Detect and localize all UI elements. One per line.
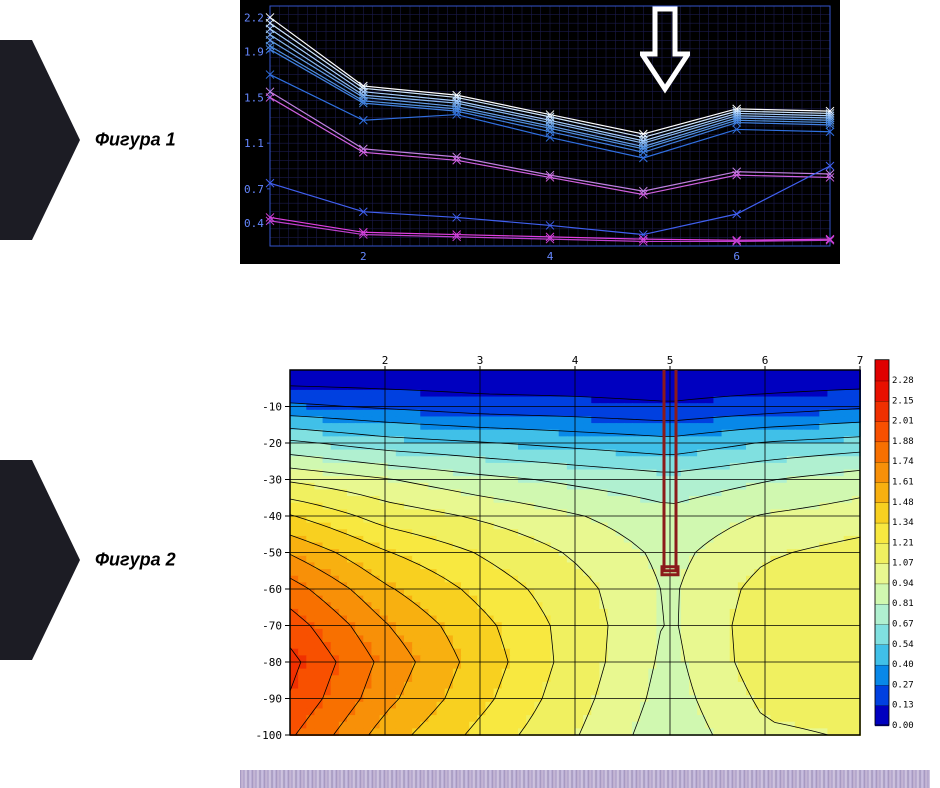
svg-text:2: 2 <box>382 354 389 367</box>
svg-text:1.34: 1.34 <box>892 518 914 528</box>
svg-text:2.2: 2.2 <box>244 11 264 24</box>
svg-text:1.21: 1.21 <box>892 538 914 548</box>
svg-text:0.67: 0.67 <box>892 620 914 630</box>
svg-text:1.48: 1.48 <box>892 498 914 508</box>
svg-text:-60: -60 <box>262 583 282 596</box>
svg-text:1.88: 1.88 <box>892 437 914 447</box>
svg-text:2.28: 2.28 <box>892 376 914 386</box>
svg-text:0.94: 0.94 <box>892 579 914 589</box>
svg-text:-70: -70 <box>262 620 282 633</box>
svg-text:1.74: 1.74 <box>892 457 914 467</box>
noise-strip <box>240 770 930 788</box>
hex-shape <box>0 460 80 660</box>
svg-text:0.13: 0.13 <box>892 701 914 711</box>
fig1-label-block: Фигура 1 <box>0 40 225 240</box>
svg-text:0.4: 0.4 <box>244 217 264 230</box>
svg-text:6: 6 <box>762 354 769 367</box>
svg-text:4: 4 <box>572 354 579 367</box>
svg-text:7: 7 <box>857 354 864 367</box>
svg-text:-50: -50 <box>262 547 282 560</box>
svg-text:-80: -80 <box>262 656 282 669</box>
svg-text:-100: -100 <box>256 729 283 742</box>
svg-text:1.1: 1.1 <box>244 137 264 150</box>
svg-text:3: 3 <box>477 354 484 367</box>
svg-text:-30: -30 <box>262 474 282 487</box>
fig2-label-block: Фигура 2 <box>0 460 225 660</box>
svg-text:1.07: 1.07 <box>892 559 914 569</box>
svg-text:0.81: 0.81 <box>892 599 914 609</box>
svg-text:0.40: 0.40 <box>892 660 914 670</box>
svg-text:1.61: 1.61 <box>892 477 914 487</box>
fig1-label: Фигура 1 <box>95 130 176 151</box>
svg-text:-10: -10 <box>262 401 282 414</box>
fig1-line-chart: 2 4 6 0.4 0.7 1.1 1.5 1.9 2.2 <box>240 0 840 264</box>
svg-text:0.7: 0.7 <box>244 183 264 196</box>
svg-text:1.9: 1.9 <box>244 46 264 59</box>
svg-text:4: 4 <box>547 250 554 263</box>
svg-text:-40: -40 <box>262 510 282 523</box>
svg-text:-20: -20 <box>262 437 282 450</box>
svg-text:2: 2 <box>360 250 367 263</box>
svg-text:6: 6 <box>733 250 740 263</box>
svg-text:0.00: 0.00 <box>892 721 914 731</box>
svg-text:1.5: 1.5 <box>244 91 264 104</box>
fig2-contour-chart: 2 3 4 5 6 7 -10 -20 -30 -40 -50 -60 -70 -80 -90 -100 0.0… <box>240 350 930 745</box>
svg-text:2.15: 2.15 <box>892 396 914 406</box>
svg-text:-90: -90 <box>262 693 282 706</box>
hex-shape <box>0 40 80 240</box>
svg-text:0.54: 0.54 <box>892 640 914 650</box>
fig2-label: Фигура 2 <box>95 550 176 571</box>
svg-text:5: 5 <box>667 354 674 367</box>
svg-text:2.01: 2.01 <box>892 417 914 427</box>
svg-text:0.27: 0.27 <box>892 680 914 690</box>
